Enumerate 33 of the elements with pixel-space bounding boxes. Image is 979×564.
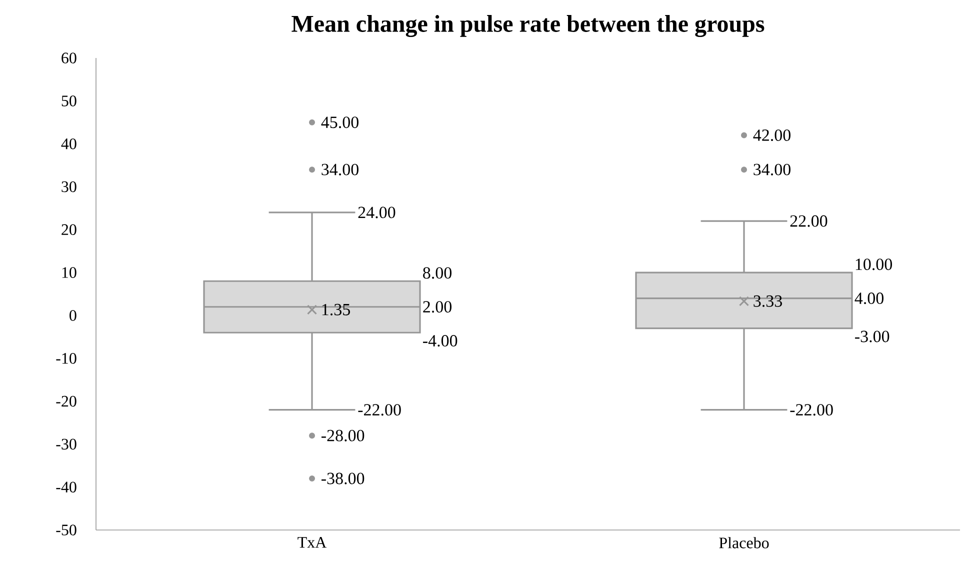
annotation: -4.00 <box>423 335 458 347</box>
y-tick-label: 60 <box>62 52 76 64</box>
chart-title: Mean change in pulse rate between the groups <box>292 15 764 38</box>
annotation: 1.35 <box>322 304 350 316</box>
x-tick-label: Placebo <box>719 537 769 548</box>
y-tick-label: -10 <box>56 352 76 364</box>
y-tick-label: -40 <box>56 482 76 492</box>
x-tick-label: TxA <box>298 537 327 548</box>
annotation: 4.00 <box>854 292 884 304</box>
y-tick-label: 0 <box>70 310 76 321</box>
y-tick-label: 30 <box>62 181 76 192</box>
annotation: -22.00 <box>790 404 833 416</box>
annotation: 2.00 <box>423 301 452 313</box>
annotation: -3.00 <box>855 330 890 342</box>
annotation: 34.00 <box>322 164 358 176</box>
annotation: 24.00 <box>358 206 396 218</box>
annotation: 42.00 <box>753 129 790 142</box>
y-tick-label: -20 <box>56 396 76 407</box>
annotation: 3.33 <box>754 295 782 307</box>
y-tick-label: -30 <box>56 438 76 450</box>
annotation: 22.00 <box>790 215 828 227</box>
annotation: -28.00 <box>322 430 364 442</box>
y-tick-label: 10 <box>62 267 76 278</box>
annotation: -22.00 <box>358 404 401 416</box>
annotation: 10.00 <box>856 258 892 270</box>
y-tick-label: 50 <box>62 96 76 106</box>
y-tick-label: -50 <box>56 524 76 536</box>
y-tick-label: 20 <box>62 224 76 236</box>
annotation: -38.00 <box>322 472 364 484</box>
annotation: 34.00 <box>754 164 790 176</box>
y-tick-label: 40 <box>61 138 76 150</box>
annotation: 8.00 <box>423 267 452 279</box>
annotation: 45.00 <box>321 116 358 128</box>
